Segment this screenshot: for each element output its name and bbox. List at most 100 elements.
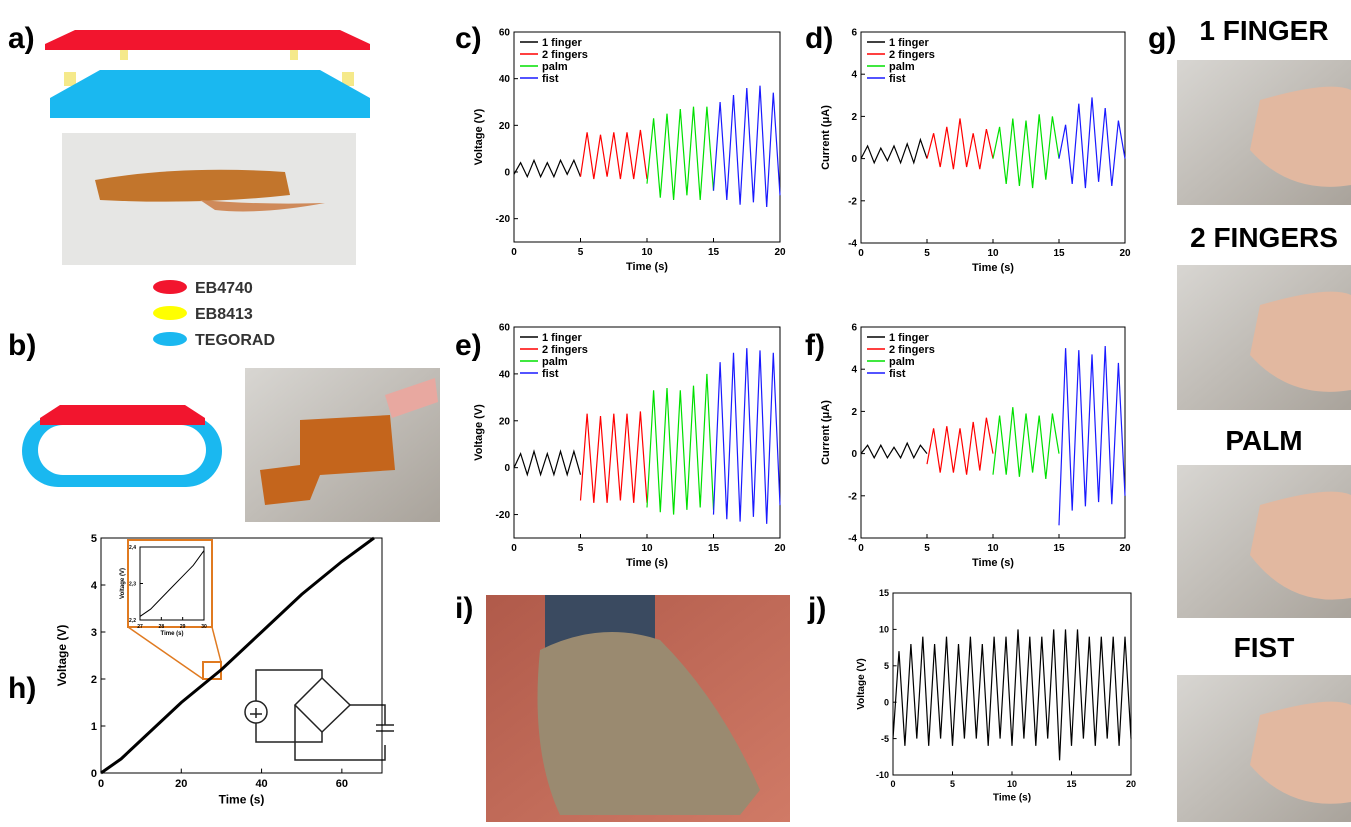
- device-photo: [260, 415, 395, 505]
- panel-label: c): [455, 22, 482, 55]
- x-tick-label: 0: [858, 543, 864, 554]
- x-axis-label: Time (s): [993, 792, 1031, 803]
- y-tick-label: 5: [884, 661, 889, 671]
- x-tick-label: 28: [159, 624, 165, 630]
- series-line: [926, 118, 994, 170]
- legend-label: fist: [889, 73, 906, 85]
- panel-label: a): [8, 22, 35, 55]
- panel-label: g): [1148, 22, 1176, 55]
- x-tick-label: 20: [1119, 543, 1131, 554]
- y-tick-label: -20: [496, 510, 511, 521]
- series-line: [860, 137, 928, 165]
- x-tick-label: 20: [1119, 248, 1131, 259]
- y-tick-label: 4: [91, 580, 98, 592]
- series-line: [513, 449, 582, 477]
- zoom-line: [211, 626, 222, 663]
- y-tick-label: 40: [499, 74, 511, 85]
- y-tick-label: 0: [91, 768, 97, 780]
- y-tick-label: 5: [91, 533, 97, 545]
- panel-label: j): [807, 592, 826, 625]
- x-tick-label: 10: [1007, 779, 1017, 789]
- y-tick-label: 0: [851, 449, 857, 460]
- bottom-plate: [50, 70, 370, 118]
- series-line: [100, 536, 375, 775]
- series-line: [992, 114, 1060, 189]
- device-photo: [95, 169, 290, 202]
- x-tick-label: 5: [578, 247, 584, 258]
- series-line: [860, 441, 928, 460]
- x-tick-label: 20: [175, 778, 187, 790]
- legend-swatch: [153, 332, 187, 346]
- capsule-inner: [38, 425, 206, 475]
- x-tick-label: 15: [708, 543, 720, 554]
- panel-label: i): [455, 592, 473, 625]
- x-tick-label: 5: [578, 543, 584, 554]
- panel-label: f): [805, 329, 825, 362]
- y-tick-label: 2: [91, 674, 97, 686]
- device-photo: [385, 378, 438, 418]
- legend-label: palm: [889, 356, 915, 368]
- series-line: [712, 348, 781, 524]
- x-tick-label: 10: [641, 247, 653, 258]
- y-tick-label: 15: [879, 588, 889, 598]
- photo-label: 2 FINGERS: [1190, 222, 1338, 253]
- x-tick-label: 60: [336, 778, 348, 790]
- legend-label: 2 fingers: [889, 344, 935, 356]
- x-tick-label: 27: [137, 624, 143, 630]
- y-tick-label: 0: [504, 168, 510, 179]
- legend-swatch: [153, 306, 187, 320]
- y-tick-label: 3: [91, 627, 97, 639]
- y-tick-label: -5: [881, 734, 889, 744]
- x-tick-label: 30: [201, 624, 207, 630]
- x-axis-label: Time (s): [626, 261, 668, 273]
- x-tick-label: 20: [1126, 779, 1136, 789]
- legend-label: fist: [542, 73, 559, 85]
- photo-label: PALM: [1225, 425, 1302, 456]
- panel-label: d): [805, 22, 833, 55]
- series-line: [579, 129, 648, 180]
- legend-label: fist: [889, 368, 906, 380]
- y-tick-label: 4: [851, 70, 857, 81]
- y-axis-label: Voltage (V): [473, 404, 485, 461]
- hand: [1250, 701, 1351, 804]
- legend-label: EB4740: [195, 280, 253, 297]
- y-tick-label: 40: [499, 369, 511, 380]
- x-tick-label: 10: [987, 543, 999, 554]
- legend-label: palm: [542, 61, 568, 73]
- series-line: [646, 106, 715, 201]
- y-tick-label: -2: [848, 196, 857, 207]
- y-tick-label: -4: [848, 239, 857, 250]
- photo-label: 1 FINGER: [1199, 15, 1328, 46]
- x-axis-label: Time (s): [161, 631, 184, 637]
- legend-label: 1 finger: [542, 332, 582, 344]
- x-tick-label: 5: [924, 248, 930, 259]
- x-tick-label: 20: [774, 247, 786, 258]
- y-tick-label: -10: [876, 770, 889, 780]
- x-tick-label: 40: [255, 778, 267, 790]
- legend-label: palm: [542, 356, 568, 368]
- x-tick-label: 29: [180, 624, 186, 630]
- y-tick-label: 2: [851, 407, 857, 418]
- x-tick-label: 0: [858, 248, 864, 259]
- y-tick-label: 2: [851, 112, 857, 123]
- x-tick-label: 5: [950, 779, 955, 789]
- series-line: [712, 85, 781, 208]
- y-tick-label: 6: [851, 323, 857, 334]
- y-axis-label: Voltage (V): [473, 108, 485, 165]
- legend-label: fist: [542, 368, 559, 380]
- legend-swatch: [153, 280, 187, 294]
- spacer: [64, 72, 76, 86]
- series-line: [646, 373, 715, 515]
- x-tick-label: 0: [98, 778, 104, 790]
- x-axis-label: Time (s): [972, 262, 1014, 274]
- y-axis-label: Voltage (V): [55, 625, 69, 687]
- legend-label: 2 fingers: [889, 49, 935, 61]
- hand: [1250, 491, 1351, 600]
- circuit: [244, 669, 394, 761]
- panel-label: h): [8, 672, 36, 705]
- x-tick-label: 15: [708, 247, 720, 258]
- y-tick-label: 2,2: [129, 618, 136, 624]
- y-tick-label: 60: [499, 323, 511, 334]
- legend-label: 1 finger: [542, 37, 582, 49]
